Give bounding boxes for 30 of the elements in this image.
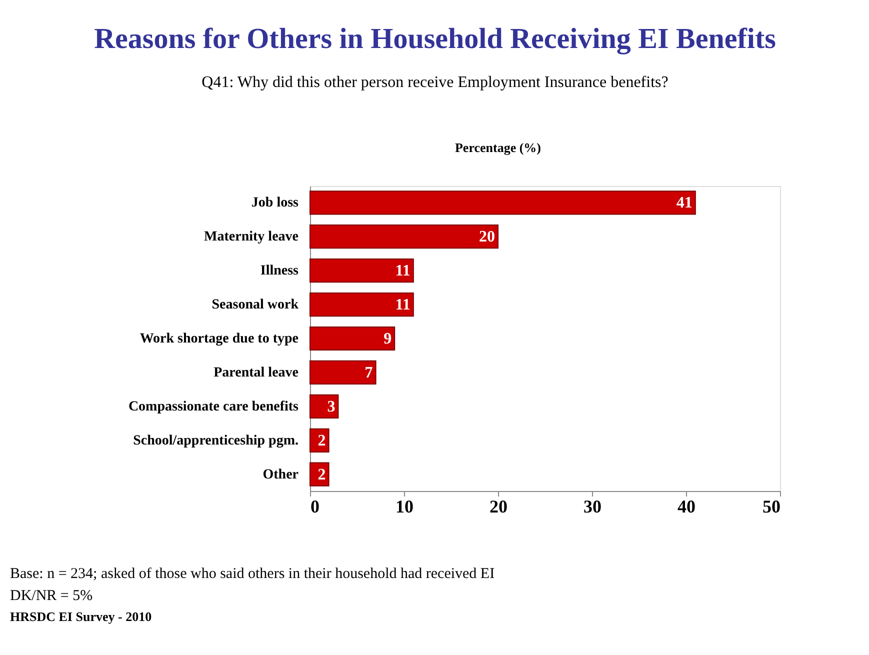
text: HRSDC EI Survey - 2010 xyxy=(10,609,152,624)
x-tick-label: 10 xyxy=(396,496,414,516)
y-tick-label: Compassionate care benefits xyxy=(128,399,300,414)
y-tick-label: Maternity leave xyxy=(204,230,298,245)
text: Base: n = 234; asked of those who said others in their household had received EI xyxy=(10,566,495,582)
y-tick-label: Work shortage due to type xyxy=(140,332,298,346)
y-tick-label: School/apprenticeship pgm. xyxy=(133,433,298,448)
data-label: 2 xyxy=(318,432,326,450)
data-label: 3 xyxy=(327,398,336,416)
text: DK/NR = 5% xyxy=(10,588,93,604)
data-label: 9 xyxy=(384,330,392,348)
chart-subtitle: Q41: Why did this other person receive Employment Insurance benefits? xyxy=(202,74,668,91)
data-label: 41 xyxy=(676,194,692,212)
chart-title: Reasons for Others in Household Receiving EI Benefits xyxy=(94,23,776,55)
y-tick-label: Illness xyxy=(260,264,300,279)
x-tick-label: 30 xyxy=(584,496,602,516)
x-tick-label: 40 xyxy=(678,496,696,516)
y-tick-label: Job loss xyxy=(251,196,300,211)
data-label: 11 xyxy=(395,296,410,314)
x-tick-label: 20 xyxy=(490,496,508,516)
data-label: 7 xyxy=(364,364,373,382)
y-tick-label: Other xyxy=(262,467,298,482)
x-axis-title: Percentage (%) xyxy=(454,140,542,155)
x-tick-label: 50 xyxy=(762,496,780,516)
data-label: 2 xyxy=(318,466,326,484)
y-tick-label: Parental leave xyxy=(214,365,298,380)
data-label: 20 xyxy=(479,228,495,246)
x-tick-label: 0 xyxy=(310,496,320,516)
data-label: 11 xyxy=(395,262,410,280)
y-tick-label: Seasonal work xyxy=(212,298,299,313)
